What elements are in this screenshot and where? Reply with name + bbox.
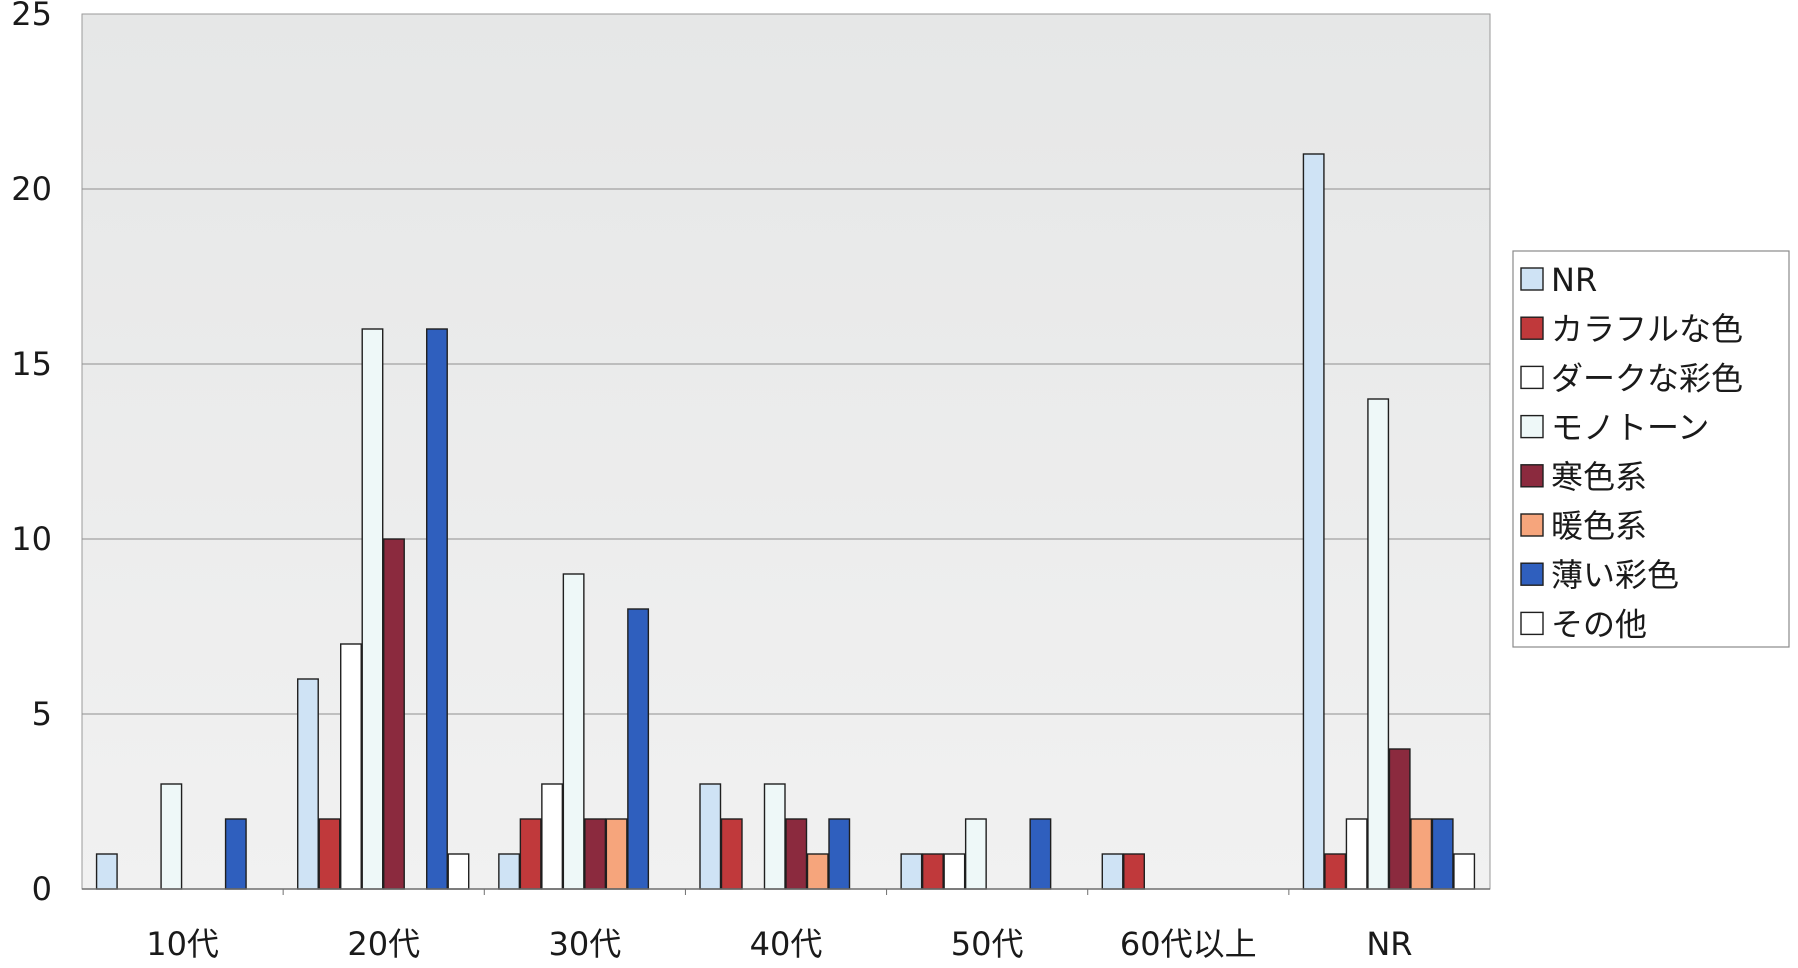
- bar: [964, 818, 987, 890]
- bar: [828, 818, 851, 890]
- bar: [1431, 818, 1454, 890]
- legend-label: 薄い彩色: [1551, 556, 1679, 594]
- bar: [361, 328, 384, 890]
- bar: [1324, 853, 1347, 890]
- bar: [785, 818, 808, 890]
- bar: [498, 853, 521, 890]
- bar: [95, 853, 118, 890]
- legend-swatch: [1520, 365, 1544, 390]
- bar: [318, 818, 341, 890]
- y-tick-label: 5: [32, 695, 52, 733]
- bar: [447, 853, 470, 890]
- grid-lines: [82, 188, 1490, 715]
- bar: [160, 783, 183, 890]
- bar: [426, 328, 448, 890]
- bar: [519, 818, 542, 890]
- legend-swatch: [1520, 562, 1544, 586]
- legend-label: その他: [1551, 605, 1647, 643]
- bar: [562, 573, 585, 890]
- x-tick-label: NR: [1366, 925, 1412, 963]
- bar: [1410, 818, 1433, 890]
- legend-swatch: [1520, 267, 1544, 291]
- bar: [1029, 818, 1052, 890]
- x-tick-label: 20代: [347, 925, 420, 963]
- bar: [340, 643, 362, 890]
- legend-label: モノトーン: [1551, 409, 1709, 447]
- bar: [699, 783, 722, 890]
- bar: [383, 538, 405, 890]
- y-tick-label: 0: [32, 870, 52, 908]
- legend-swatch: [1520, 414, 1544, 439]
- bar: [297, 678, 319, 890]
- bar: [1302, 153, 1325, 890]
- y-tick-label: 25: [11, 0, 52, 33]
- bar: [627, 608, 650, 890]
- legend-label: 暖色系: [1551, 507, 1647, 545]
- x-axis: 10代 20代 30代 40代 50代 60代以上 NR: [82, 888, 1490, 963]
- bar: [763, 783, 786, 890]
- legend-label: ダークな彩色: [1551, 359, 1743, 397]
- x-tick-label: 10代: [146, 925, 219, 963]
- y-tick-label: 10: [11, 520, 52, 558]
- y-axis: 0 5 10 15 20 25: [11, 0, 52, 908]
- bar: [1453, 853, 1476, 890]
- legend-swatch: [1520, 464, 1544, 488]
- legend-swatch: [1520, 513, 1544, 537]
- bar: [921, 853, 944, 890]
- bar: [1345, 818, 1368, 890]
- plot-area: [81, 13, 1491, 890]
- x-tick-label: 40代: [750, 925, 823, 963]
- y-tick-label: 15: [11, 345, 52, 383]
- legend-label: 寒色系: [1551, 458, 1647, 496]
- bar: [806, 853, 829, 890]
- bar: [943, 853, 966, 890]
- bar: [1388, 748, 1411, 890]
- bar: [584, 818, 607, 890]
- legend-swatch: [1520, 611, 1544, 636]
- legend-box: [1512, 250, 1790, 648]
- y-tick-label: 20: [11, 170, 52, 208]
- bar: [605, 818, 628, 890]
- x-tick-label: 60代以上: [1120, 925, 1257, 963]
- legend-label: カラフルな色: [1551, 310, 1743, 348]
- bar: [1101, 853, 1124, 890]
- x-tick-label: 30代: [548, 925, 621, 963]
- x-tick-label: 50代: [951, 925, 1024, 963]
- legend-swatch: [1520, 316, 1544, 340]
- bar: [900, 853, 923, 890]
- bar: [1123, 853, 1145, 890]
- bar: [1367, 398, 1390, 890]
- bar: [720, 818, 743, 890]
- bars: [95, 153, 1476, 890]
- bar: [224, 818, 247, 890]
- legend-label: NR: [1551, 261, 1597, 299]
- bar: [541, 783, 564, 890]
